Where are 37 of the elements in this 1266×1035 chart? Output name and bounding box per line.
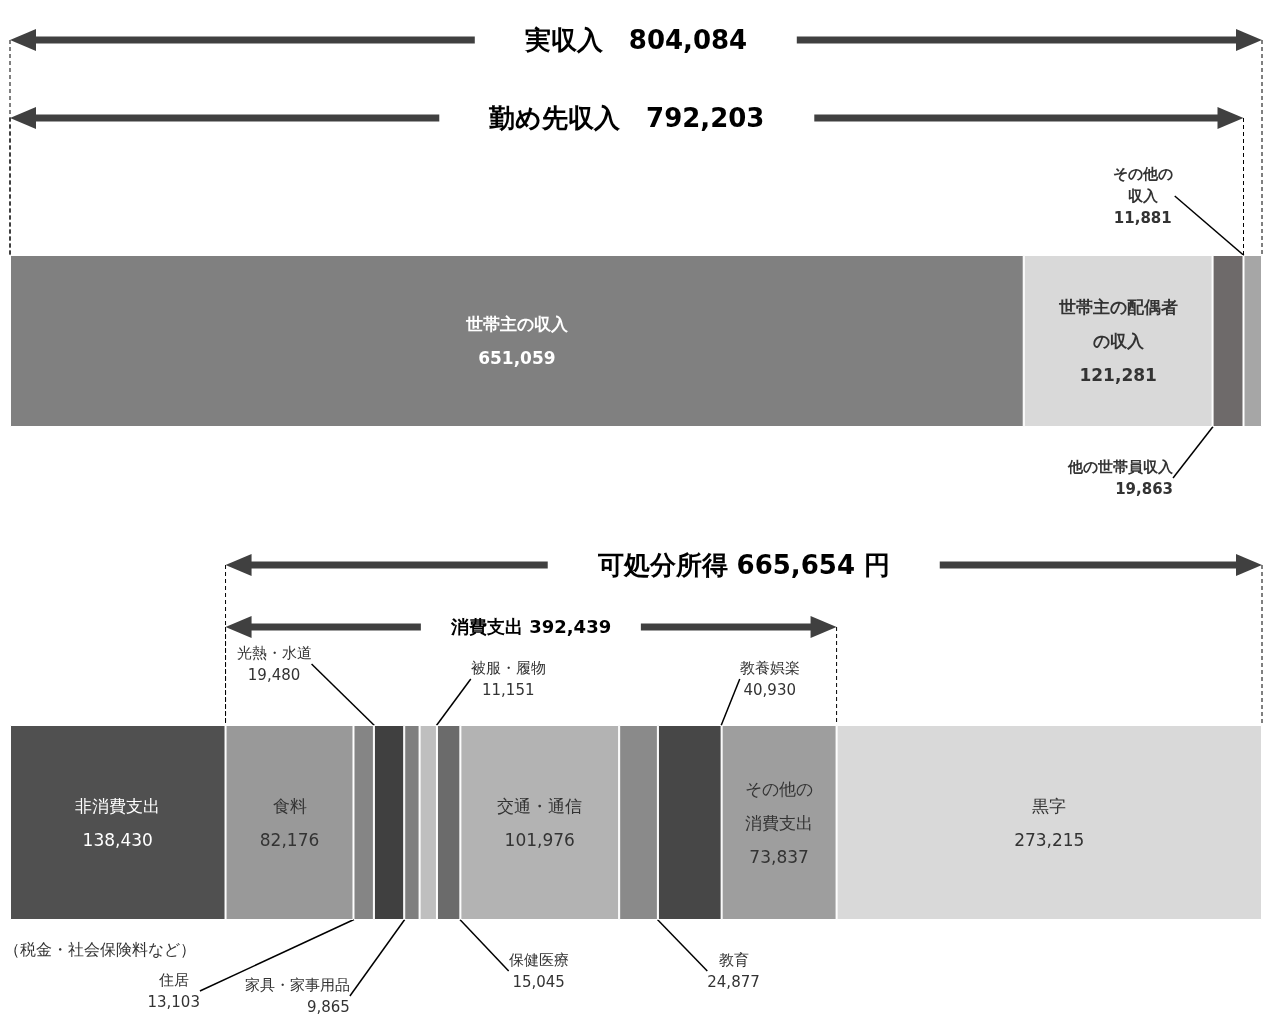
text: 実収入 804,084: [474, 22, 798, 58]
data-label: 11,151: [482, 681, 535, 699]
data-label: 82,176: [259, 829, 320, 850]
series-label: その他の消費支出: [745, 778, 814, 833]
text: 教育: [718, 951, 749, 969]
text: 消費支出 392,439: [420, 615, 642, 639]
series-label: 交通・通信: [497, 795, 583, 816]
data-label: 24,877: [707, 973, 760, 991]
data-label: 101,976: [504, 829, 575, 850]
series-label: 世帯主の収入: [464, 314, 569, 334]
data-label: 73,837: [749, 846, 809, 867]
data-label: 651,059: [478, 348, 556, 368]
data-label: 19,863: [1115, 480, 1174, 498]
text: 可処分所得 665,654 円: [547, 547, 941, 583]
text: 家具・家事用品: [244, 976, 350, 994]
legend-label: 光熱・水道: [236, 644, 312, 662]
data-label: 13,103: [147, 993, 200, 1011]
series-label: 食料: [272, 795, 307, 816]
data-label: 9,865: [306, 998, 350, 1016]
text: （税金・社会保険料など）: [4, 940, 196, 961]
series-label: 黒字: [1032, 795, 1067, 816]
text: 被服・履物: [470, 659, 546, 677]
data-label: 19,480: [247, 666, 301, 684]
data-label: 121,281: [1079, 365, 1157, 385]
data-label: 11,881: [1113, 209, 1172, 227]
data-label: 40,930: [743, 681, 797, 699]
text: その他の収入: [1112, 165, 1173, 205]
text: 教養娯楽: [739, 659, 800, 677]
data-label: 273,215: [1014, 829, 1085, 850]
text: 保健医療: [508, 951, 569, 969]
text: 住居: [157, 971, 189, 989]
series-label: 非消費支出: [75, 795, 161, 816]
text: 勤め先収入 792,203: [439, 100, 815, 136]
data-label: 15,045: [512, 973, 565, 991]
text: 他の世帯員収入: [1067, 458, 1175, 476]
data-label: 138,430: [82, 829, 153, 850]
series-label: 世帯主の配偶者の収入: [1057, 297, 1178, 351]
